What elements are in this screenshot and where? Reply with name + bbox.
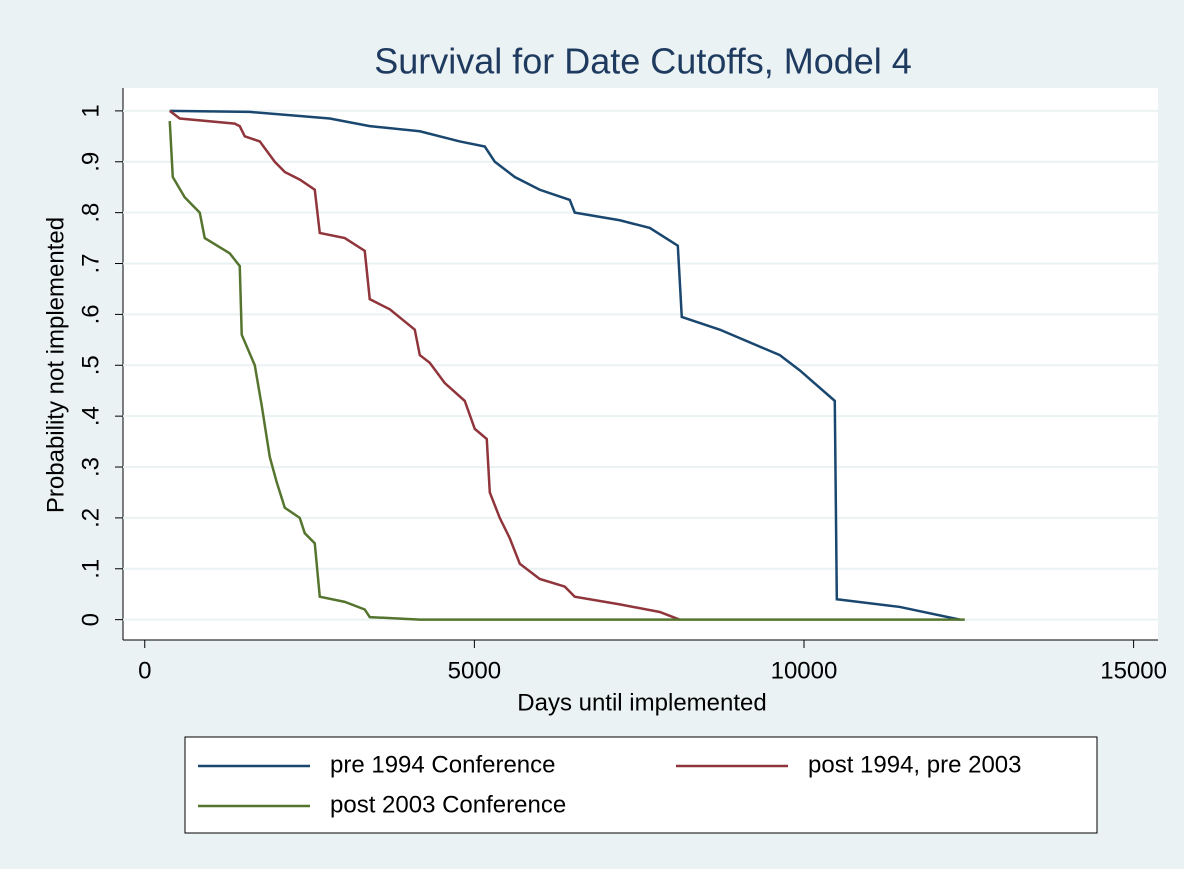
y-axis-title: Probability not implemented: [42, 217, 69, 513]
y-tick-label: .9: [77, 152, 104, 172]
y-tick-label: .6: [77, 304, 104, 324]
y-tick-label: 1: [77, 104, 104, 117]
y-tick-label: .1: [77, 559, 104, 579]
chart-title: Survival for Date Cutoffs, Model 4: [374, 41, 912, 82]
x-tick-label: 5000: [448, 657, 501, 684]
x-tick-label: 10000: [771, 657, 838, 684]
x-tick-label: 0: [138, 657, 151, 684]
legend-label: post 2003 Conference: [330, 791, 566, 818]
legend-label: pre 1994 Conference: [330, 751, 556, 778]
series-line: [168, 121, 965, 621]
y-tick-label: .2: [77, 508, 104, 528]
series-line: [168, 109, 681, 621]
y-tick-label: .7: [77, 254, 104, 274]
series-line: [169, 109, 961, 621]
y-tick-label: .5: [77, 355, 104, 375]
y-tick-label: .8: [77, 203, 104, 223]
legend-label: post 1994, pre 2003: [808, 751, 1022, 778]
x-axis-title: Days until implemented: [517, 689, 766, 716]
plot-area: [123, 88, 1158, 640]
x-tick-label: 15000: [1100, 657, 1167, 684]
y-tick-label: .3: [77, 457, 104, 477]
y-tick-label: .4: [77, 406, 104, 426]
legend: [184, 736, 1098, 834]
y-tick-label: 0: [77, 613, 104, 626]
